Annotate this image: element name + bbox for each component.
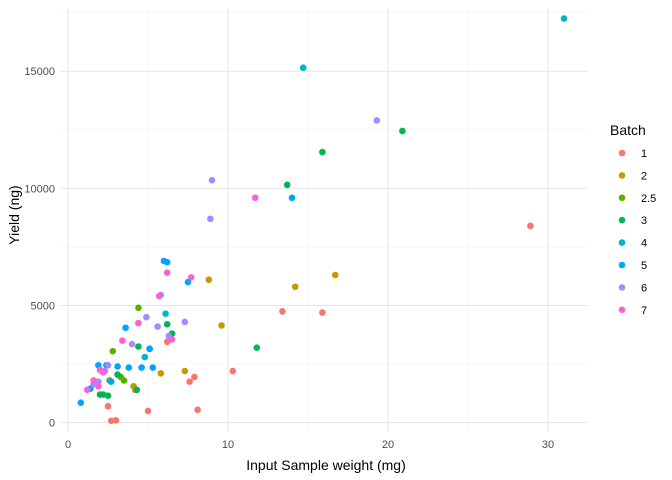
data-point xyxy=(251,194,259,202)
data-point xyxy=(114,371,121,378)
data-point xyxy=(253,344,261,351)
data-point xyxy=(163,258,171,266)
data-point xyxy=(99,368,107,376)
data-point xyxy=(122,324,129,332)
data-point xyxy=(104,392,112,399)
legend: Batch 1 2 2.5 3 4 5 6 7 xyxy=(610,122,656,317)
data-point xyxy=(125,364,133,371)
data-point xyxy=(373,117,381,124)
legend-key xyxy=(618,261,626,269)
legend-key xyxy=(618,216,626,224)
y-tick-labels: 0 5000 10000 15000 xyxy=(24,66,55,429)
data-point xyxy=(181,367,189,375)
y-tick-label: 0 xyxy=(49,418,55,430)
x-tick-label: 0 xyxy=(65,439,71,451)
legend-key xyxy=(618,172,626,179)
data-point xyxy=(319,309,326,316)
x-tick-labels: 0 10 20 30 xyxy=(65,439,554,451)
data-point xyxy=(154,323,161,330)
legend-key xyxy=(618,284,626,291)
data-point xyxy=(120,377,128,384)
data-point xyxy=(186,378,193,385)
data-point xyxy=(133,386,141,394)
data-point xyxy=(527,222,534,230)
data-point xyxy=(135,319,142,327)
data-point xyxy=(218,322,225,329)
data-point xyxy=(144,407,152,415)
legend-label: 2 xyxy=(641,170,647,182)
data-point xyxy=(95,383,102,390)
x-axis-title: Input Sample weight (mg) xyxy=(246,457,406,473)
data-point xyxy=(157,370,165,377)
data-point xyxy=(229,367,237,375)
data-point xyxy=(128,340,136,348)
data-point xyxy=(109,347,117,355)
data-points xyxy=(77,15,568,425)
legend-key xyxy=(618,149,626,157)
data-point xyxy=(208,176,216,184)
data-point xyxy=(207,215,214,223)
grid-major xyxy=(60,8,588,432)
data-point xyxy=(135,304,142,312)
data-point xyxy=(138,364,145,371)
data-point xyxy=(119,337,126,344)
data-point xyxy=(560,15,568,22)
data-point xyxy=(299,64,307,72)
data-point xyxy=(399,127,406,135)
data-point xyxy=(187,274,195,281)
data-point xyxy=(107,378,115,385)
data-point xyxy=(149,364,157,371)
data-point xyxy=(107,417,115,425)
data-point xyxy=(184,278,192,286)
x-tick-label: 30 xyxy=(542,439,554,451)
legend-label: 3 xyxy=(641,215,647,227)
legend-label: 5 xyxy=(641,260,647,272)
y-axis-title: Yield (ng) xyxy=(6,185,22,244)
legend-label: 1 xyxy=(641,148,647,160)
data-point xyxy=(163,269,171,277)
data-point xyxy=(288,194,296,202)
y-tick-label: 10000 xyxy=(24,183,55,195)
y-tick-label: 15000 xyxy=(24,66,55,78)
y-tick-label: 5000 xyxy=(31,301,55,313)
data-point xyxy=(104,361,112,369)
data-point xyxy=(162,310,169,318)
data-point xyxy=(83,386,91,394)
grid-minor xyxy=(60,8,588,432)
data-point xyxy=(279,308,286,315)
data-point xyxy=(146,345,153,353)
data-point xyxy=(114,363,121,370)
data-point xyxy=(319,148,326,156)
legend-key xyxy=(618,194,626,202)
data-point xyxy=(283,181,291,189)
legend-label: 4 xyxy=(641,238,647,250)
data-point xyxy=(168,336,176,343)
legend-key xyxy=(618,306,626,314)
x-tick-label: 10 xyxy=(222,439,234,451)
x-tick-label: 20 xyxy=(382,439,394,451)
legend-key xyxy=(618,239,626,246)
data-point xyxy=(112,416,120,424)
legend-label: 7 xyxy=(641,305,647,317)
data-point xyxy=(104,402,112,410)
data-point xyxy=(135,343,142,350)
data-point xyxy=(90,377,97,384)
data-point xyxy=(163,320,171,328)
data-point xyxy=(291,283,299,291)
data-point xyxy=(181,318,189,326)
data-point xyxy=(141,353,149,361)
legend-label: 6 xyxy=(641,282,647,294)
data-point xyxy=(155,292,163,300)
data-point xyxy=(143,313,150,321)
data-point xyxy=(77,399,85,407)
data-point xyxy=(205,276,213,284)
legend-label: 2.5 xyxy=(641,193,656,205)
data-point xyxy=(194,406,201,414)
data-point xyxy=(331,271,339,279)
data-point xyxy=(191,373,198,381)
legend-title: Batch xyxy=(610,122,646,138)
